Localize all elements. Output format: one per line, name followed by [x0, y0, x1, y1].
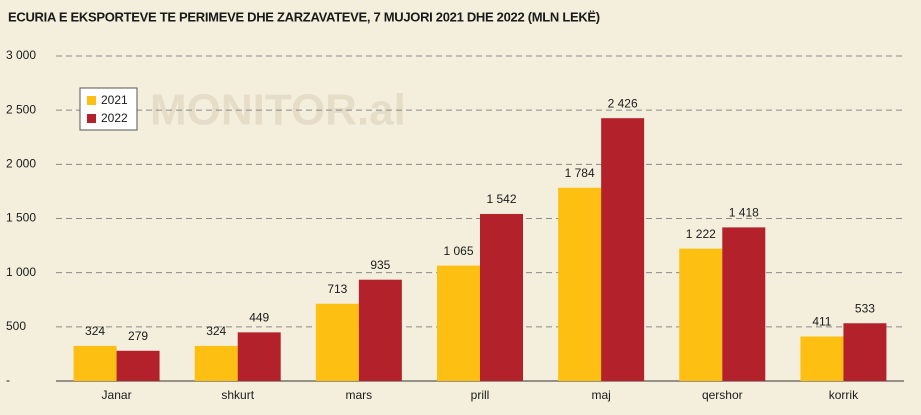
bar [601, 118, 645, 381]
x-tick-label: mars [346, 388, 373, 402]
y-tick-label: 2 500 [6, 102, 36, 116]
bar [358, 279, 402, 381]
bar [437, 265, 480, 381]
y-tick-label: 2 000 [6, 157, 36, 171]
legend-label: 2022 [101, 111, 128, 125]
value-label: 1 222 [686, 227, 716, 241]
legend-swatch [87, 114, 96, 123]
value-label: 449 [249, 311, 269, 325]
bar [558, 187, 602, 381]
y-tick-label: 1 500 [6, 211, 36, 225]
value-label: 1 418 [729, 206, 759, 220]
value-label: 1 784 [565, 166, 595, 180]
legend-label: 2021 [101, 93, 128, 107]
bar [73, 345, 117, 381]
bar [480, 213, 523, 381]
x-tick-label: shkurt [221, 388, 254, 402]
value-label: 324 [85, 324, 105, 338]
value-label: 1 542 [486, 192, 516, 206]
x-tick-label: prill [471, 388, 490, 402]
y-tick-label: 3 000 [6, 48, 36, 62]
value-label: 2 426 [608, 96, 638, 110]
bar [315, 303, 359, 381]
value-label: 533 [855, 301, 875, 315]
y-tick-label: - [6, 373, 10, 387]
bar [679, 248, 723, 381]
bar [800, 336, 844, 381]
y-tick-label: 500 [6, 319, 26, 333]
bar [194, 345, 238, 381]
bar [237, 332, 281, 381]
bar [116, 350, 160, 381]
legend-swatch [87, 96, 96, 105]
chart-title: ECURIA E EKSPORTEVE TE PERIMEVE DHE ZARZ… [8, 9, 600, 24]
x-tick-label: Janar [102, 388, 132, 402]
y-tick-label: 1 000 [6, 265, 36, 279]
x-tick-label: maj [591, 388, 610, 402]
value-label: 324 [206, 324, 226, 338]
x-tick-label: qershor [702, 388, 743, 402]
value-label: 411 [812, 315, 831, 329]
x-tick-label: korrik [829, 388, 859, 402]
value-label: 935 [370, 258, 390, 272]
value-label: 1 065 [443, 244, 473, 258]
value-label: 713 [327, 282, 347, 296]
value-label: 279 [128, 329, 148, 343]
bar [722, 227, 766, 381]
bar [843, 323, 887, 381]
